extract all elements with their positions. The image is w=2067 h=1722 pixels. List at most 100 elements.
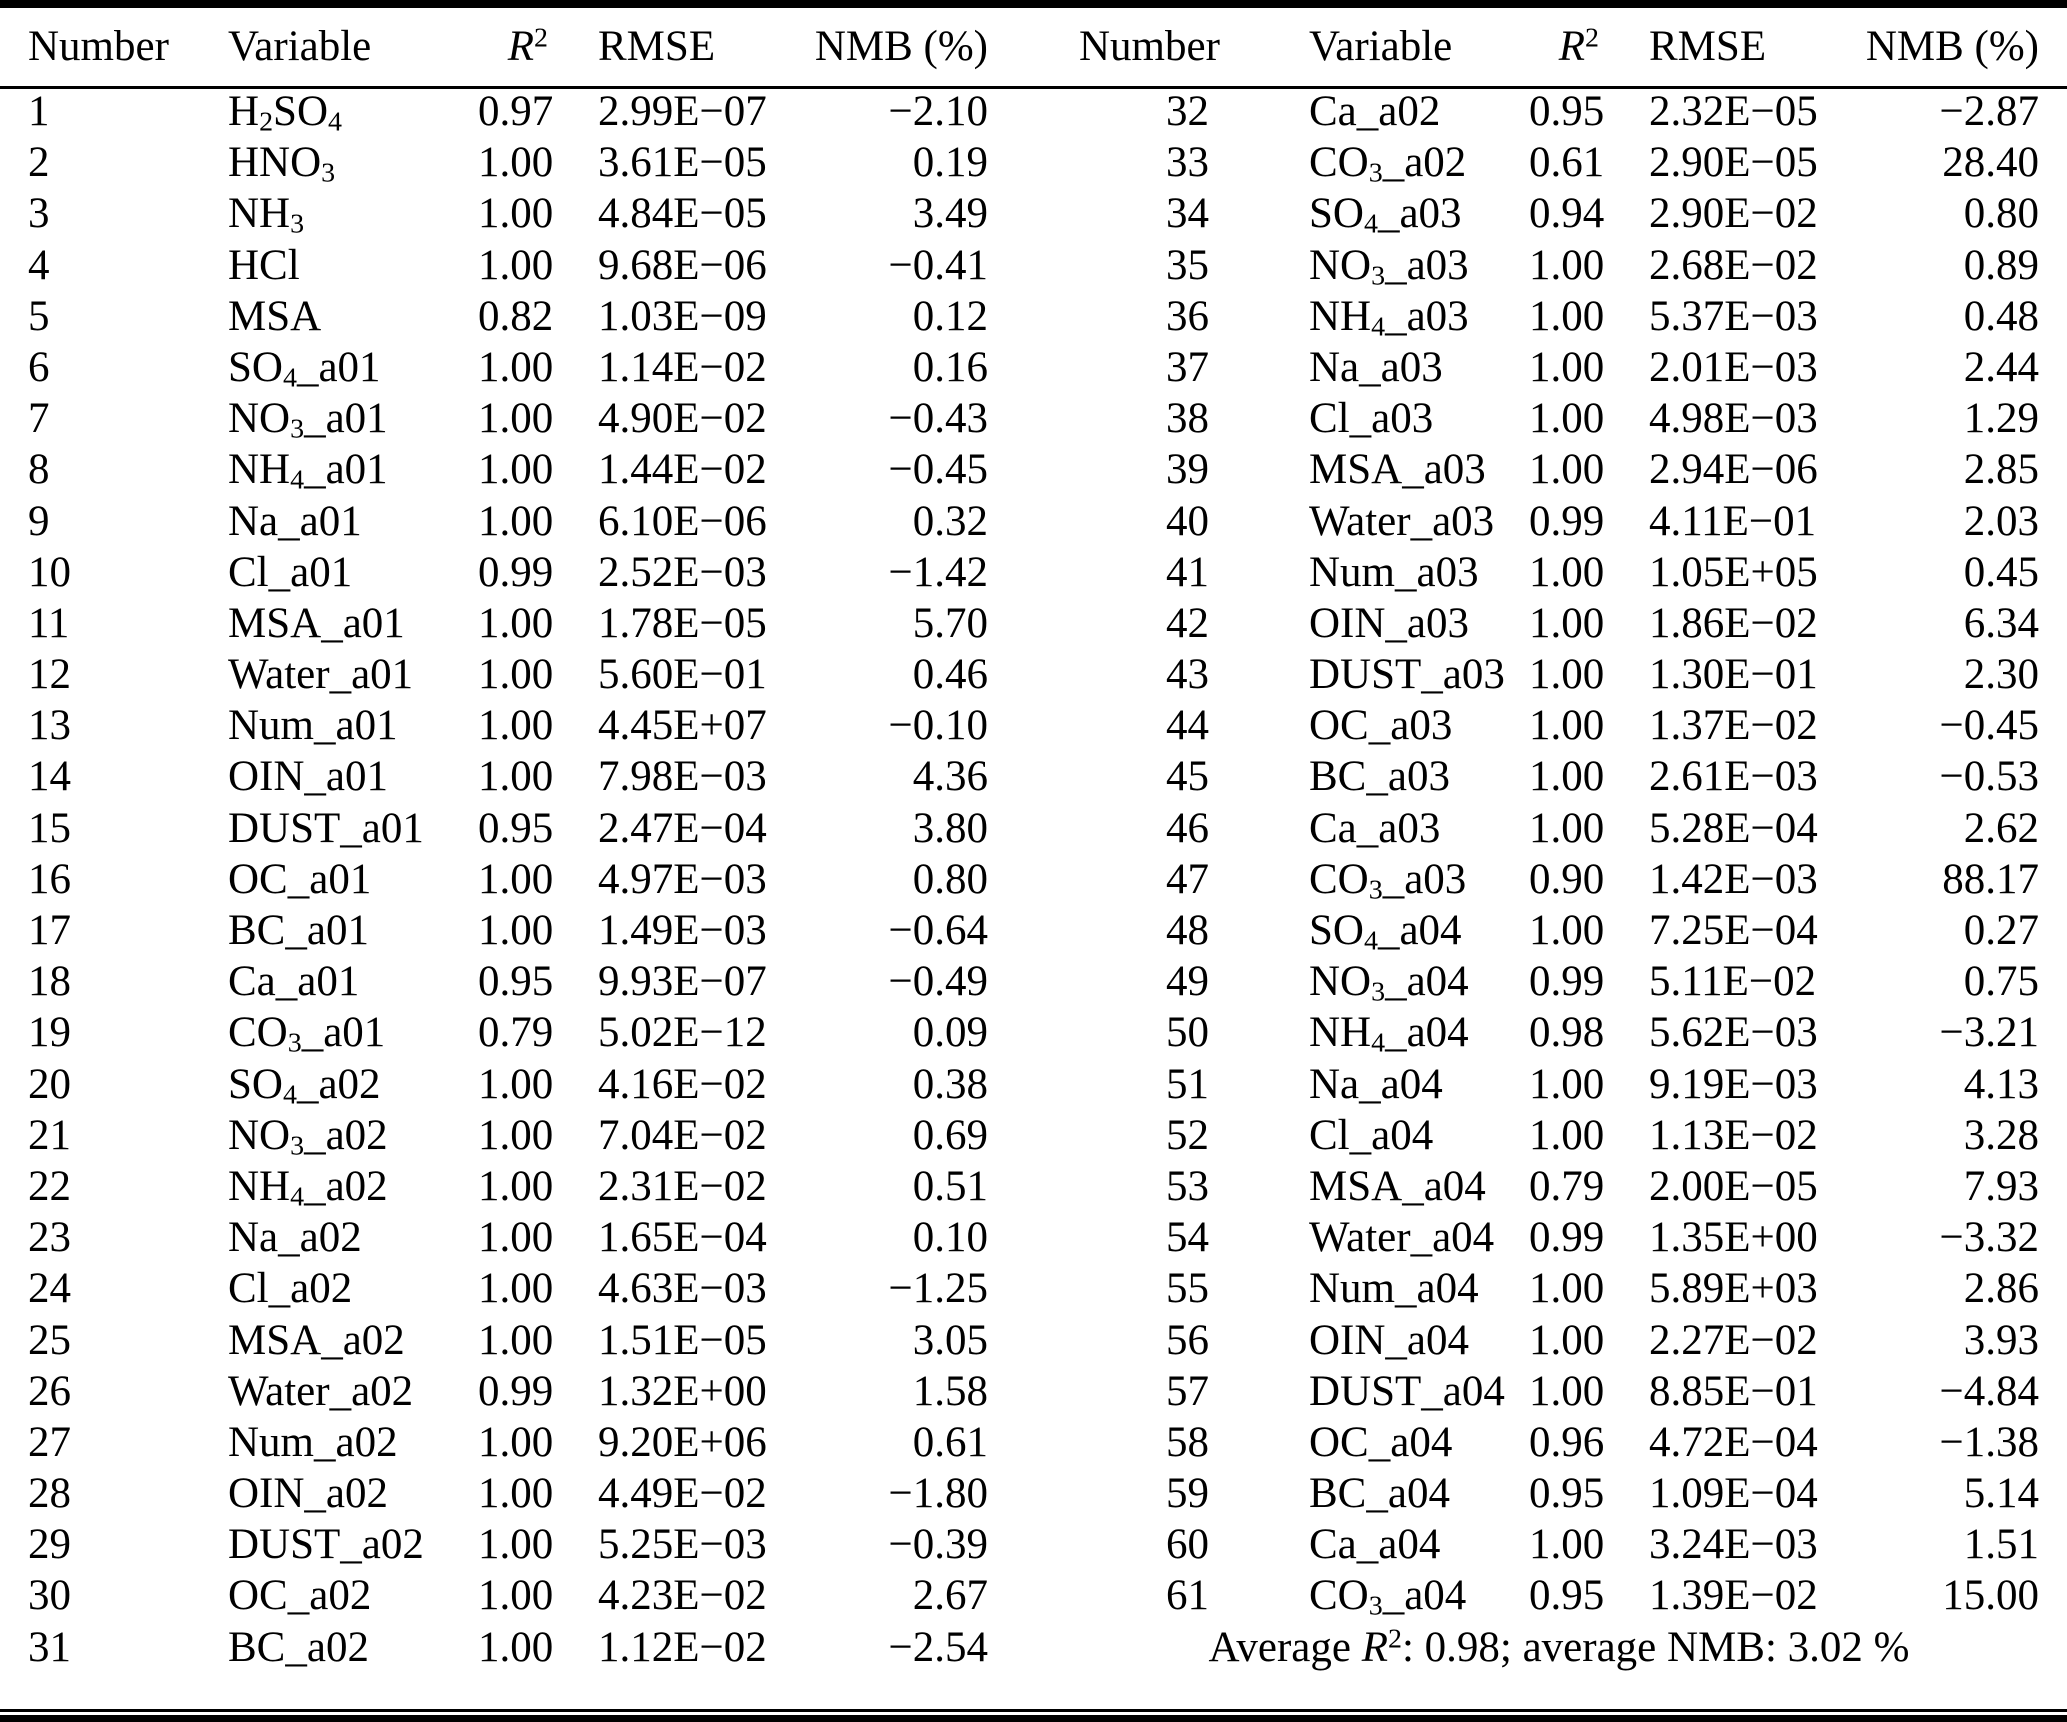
cell-r2: 1.00 — [478, 1316, 554, 1364]
cell-nmb: −3.32 — [1939, 1214, 2039, 1262]
cell-rmse: 1.51E−05 — [598, 1316, 767, 1364]
cell-rmse: 4.84E−05 — [598, 190, 767, 238]
cell-rmse: 4.16E−02 — [598, 1060, 767, 1108]
cell-nmb: −3.21 — [1939, 1009, 2039, 1057]
cell-r2: 0.94 — [1529, 190, 1605, 238]
cell-number: 39 — [1166, 446, 1209, 494]
cell-nmb: 2.62 — [1963, 804, 2039, 852]
cell-nmb: 0.45 — [1963, 548, 2039, 596]
cell-variable: OIN_a01 — [228, 753, 389, 801]
cell-variable: OC_a02 — [228, 1572, 372, 1620]
cell-number: 19 — [28, 1009, 71, 1057]
cell-variable: OIN_a03 — [1309, 599, 1470, 647]
cell-nmb: 0.69 — [912, 1111, 988, 1159]
cell-nmb: 3.05 — [912, 1316, 988, 1364]
cell-variable: MSA_a02 — [228, 1316, 405, 1364]
cell-r2: 0.79 — [1529, 1162, 1605, 1210]
cell-number: 31 — [28, 1623, 71, 1671]
cell-number: 57 — [1166, 1367, 1209, 1415]
cell-variable: Ca_a04 — [1309, 1521, 1441, 1569]
cell-r2: 1.00 — [478, 702, 554, 750]
cell-number: 18 — [28, 958, 71, 1006]
cell-nmb: −1.42 — [888, 548, 988, 596]
cell-r2: 1.00 — [1529, 907, 1605, 954]
cell-variable: SO4_a02 — [228, 1060, 381, 1111]
cell-rmse: 7.25E−04 — [1649, 907, 1818, 954]
cell-nmb: 0.16 — [912, 343, 988, 391]
cell-variable: HNO3 — [228, 139, 336, 189]
average-summary: Average R2: 0.98; average NMB: 3.02 % — [1208, 1623, 1910, 1671]
cell-nmb: 1.58 — [912, 1367, 988, 1415]
cell-r2: 1.00 — [1529, 1111, 1605, 1159]
cell-r2: 1.00 — [478, 1470, 554, 1518]
cell-number: 14 — [28, 753, 71, 801]
cell-rmse: 1.44E−02 — [598, 446, 767, 494]
cell-variable: Na_a04 — [1309, 1060, 1443, 1108]
cell-r2: 1.00 — [478, 139, 554, 187]
cell-r2: 0.98 — [1529, 1009, 1605, 1057]
cell-nmb: 7.93 — [1963, 1162, 2039, 1210]
cell-r2: 0.96 — [1529, 1418, 1605, 1466]
cell-number: 56 — [1166, 1316, 1209, 1364]
cell-rmse: 2.90E−05 — [1649, 139, 1818, 187]
cell-rmse: 9.20E+06 — [598, 1418, 767, 1466]
cell-variable: OIN_a02 — [228, 1470, 389, 1518]
cell-nmb: 3.93 — [1963, 1316, 2039, 1364]
cell-rmse: 2.27E−02 — [1649, 1316, 1818, 1364]
cell-nmb: −0.45 — [1939, 702, 2039, 750]
cell-rmse: 2.90E−02 — [1649, 190, 1818, 238]
cell-r2: 1.00 — [1529, 702, 1605, 750]
cell-nmb: −4.84 — [1939, 1367, 2039, 1415]
cell-nmb: 6.34 — [1963, 599, 2039, 647]
cell-number: 22 — [28, 1162, 71, 1210]
cell-rmse: 1.49E−03 — [598, 907, 767, 954]
cell-r2: 0.79 — [478, 1009, 554, 1057]
cell-number: 60 — [1166, 1521, 1209, 1569]
cell-r2: 1.00 — [1529, 395, 1605, 443]
cell-variable: Cl_a01 — [228, 548, 353, 596]
cell-nmb: −1.25 — [888, 1265, 988, 1313]
cell-number: 52 — [1166, 1111, 1209, 1159]
cell-variable: Water_a03 — [1309, 497, 1495, 545]
cell-nmb: 0.80 — [912, 855, 988, 903]
cell-number: 25 — [28, 1316, 71, 1364]
cell-variable: CO3_a04 — [1309, 1572, 1467, 1623]
cell-r2: 0.90 — [1529, 855, 1605, 903]
cell-r2: 1.00 — [1529, 1521, 1605, 1569]
cell-r2: 0.95 — [1529, 88, 1605, 135]
column-header-rmse: RMSE — [598, 23, 716, 70]
cell-rmse: 9.68E−06 — [598, 241, 767, 289]
cell-number: 53 — [1166, 1162, 1209, 1210]
cell-rmse: 2.01E−03 — [1649, 343, 1818, 391]
cell-variable: Ca_a02 — [1309, 88, 1441, 135]
cell-variable: MSA_a01 — [228, 599, 405, 647]
column-header-nmb: NMB (%) — [814, 23, 988, 70]
cell-nmb: −0.45 — [888, 446, 988, 494]
cell-nmb: 2.30 — [1963, 651, 2039, 699]
column-header-nmb: NMB (%) — [1865, 23, 2039, 70]
cell-rmse: 9.93E−07 — [598, 958, 767, 1006]
cell-r2: 1.00 — [478, 343, 554, 391]
cell-variable: Cl_a02 — [228, 1265, 353, 1313]
cell-number: 50 — [1166, 1009, 1209, 1057]
cell-nmb: 0.38 — [912, 1060, 988, 1108]
cell-nmb: 2.44 — [1963, 343, 2039, 391]
cell-rmse: 4.72E−04 — [1649, 1418, 1818, 1466]
results-table-left: Number Variable R2 RMSE NMB (%) 1 H2SO4 0.97 2.9… — [28, 8, 988, 1673]
cell-nmb: −0.41 — [888, 241, 988, 289]
cell-r2: 1.00 — [478, 241, 554, 289]
cell-variable: NH4_a03 — [1309, 292, 1469, 343]
cell-nmb: 0.46 — [912, 651, 988, 699]
cell-variable: DUST_a01 — [228, 804, 424, 852]
cell-variable: Water_a01 — [228, 651, 414, 699]
cell-variable: OC_a03 — [1309, 702, 1453, 750]
cell-number: 13 — [28, 702, 71, 750]
cell-variable: SO4_a04 — [1309, 907, 1462, 957]
cell-number: 44 — [1166, 702, 1209, 750]
cell-variable: Cl_a03 — [1309, 395, 1434, 443]
cell-r2: 1.00 — [1529, 651, 1605, 699]
cell-number: 20 — [28, 1060, 71, 1108]
cell-nmb: 4.13 — [1963, 1060, 2039, 1108]
cell-variable: MSA_a03 — [1309, 446, 1486, 494]
cell-nmb: −2.87 — [1939, 88, 2039, 135]
